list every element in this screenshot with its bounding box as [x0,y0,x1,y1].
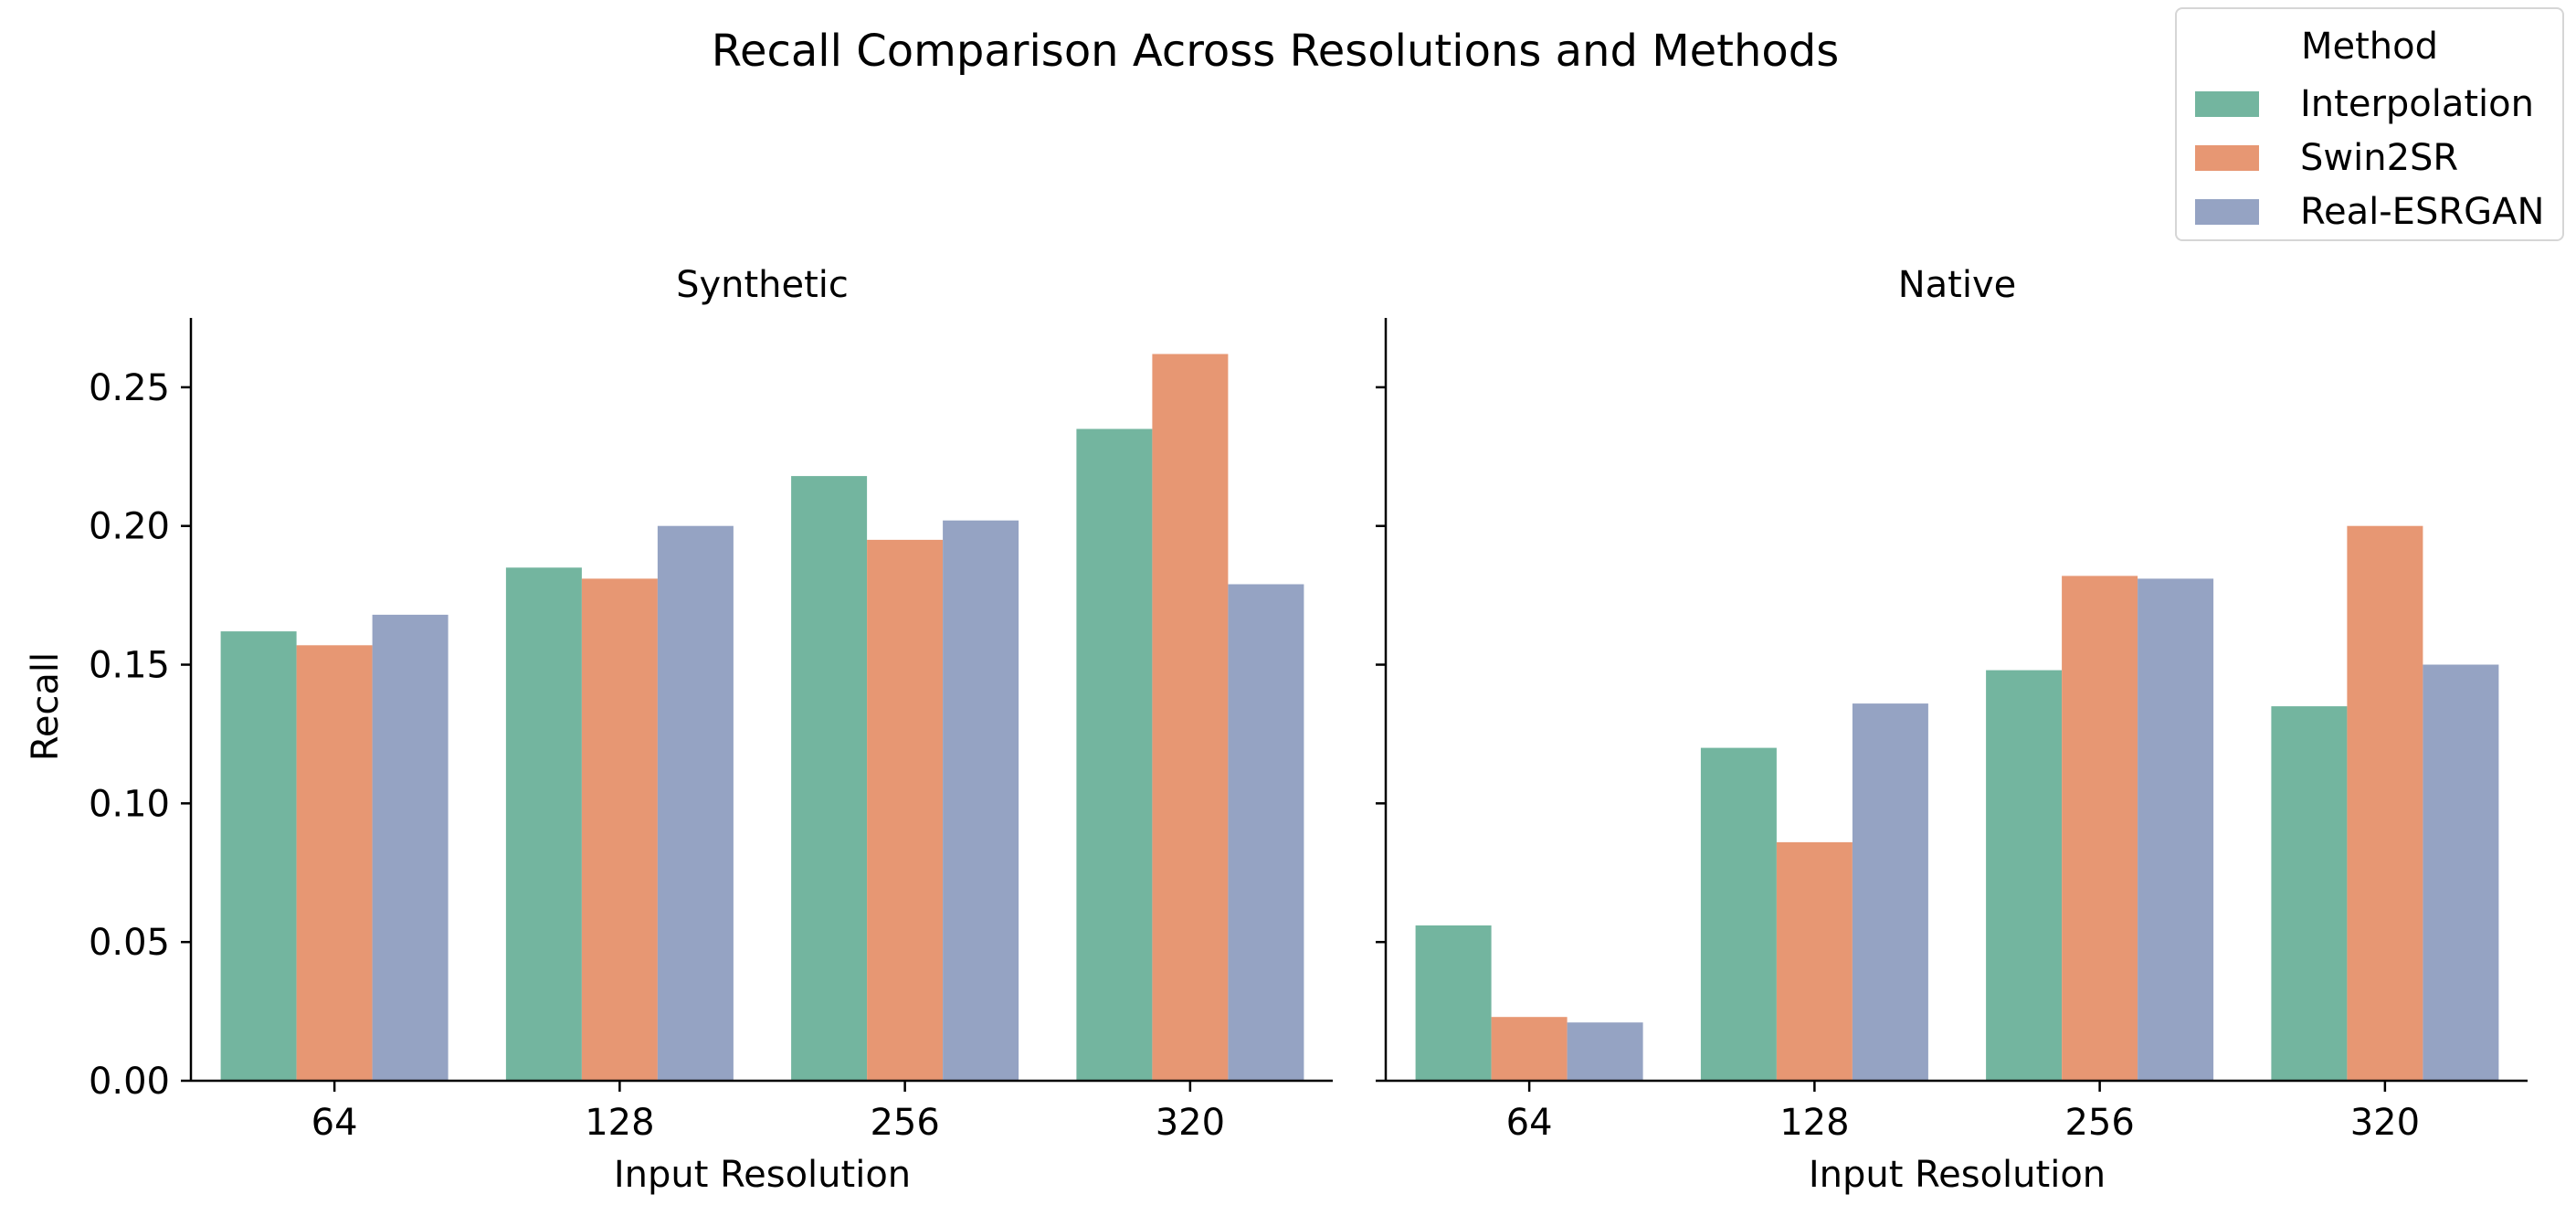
bar-real-esrgan-128 [657,525,734,1081]
legend-label: Swin2SR [2300,137,2459,179]
bar-real-esrgan-320 [2423,664,2499,1081]
legend-label: Real-ESRGAN [2300,191,2545,233]
bar-swin2sr-64 [296,645,373,1081]
bar-swin2sr-320 [1152,354,1229,1081]
legend-item-interpolation: Interpolation [2195,82,2560,126]
y-tick-label: 0.20 [89,506,170,548]
bar-interpolation-64 [1415,925,1492,1081]
bar-swin2sr-256 [867,539,944,1081]
legend-swatch [2195,91,2259,117]
legend-label: Interpolation [2300,83,2534,125]
y-tick-label: 0.25 [89,367,170,409]
x-tick-label: 320 [1156,1102,1225,1144]
x-tick-label: 128 [1779,1102,1849,1144]
panel-synthetic: 0.00 0.05 0.10 0.15 0.20 0.25 64 128 256 320 Synth… [25,264,1333,1196]
bar-real-esrgan-64 [1567,1022,1643,1081]
x-tick-label: 128 [585,1102,654,1144]
legend-item-swin2sr: Swin2SR [2195,136,2560,180]
chart-title: Recall Comparison Across Resolutions and… [712,26,1839,77]
bar-interpolation-128 [1700,747,1777,1081]
x-tick-label: 64 [1506,1102,1553,1144]
legend-swatch [2195,199,2259,225]
bar-interpolation-320 [1076,428,1153,1081]
x-tick-label: 320 [2350,1102,2420,1144]
bar-swin2sr-128 [581,578,658,1081]
bar-real-esrgan-256 [943,520,1019,1081]
legend: Method Interpolation Swin2SR Real-ESRGAN [2175,7,2564,241]
y-tick-label: 0.15 [89,645,170,687]
bar-real-esrgan-256 [2138,578,2214,1081]
bar-swin2sr-320 [2347,525,2423,1081]
bar-swin2sr-256 [2062,576,2138,1081]
x-axis-label: Input Resolution [614,1154,911,1196]
bar-swin2sr-64 [1491,1017,1568,1081]
bar-interpolation-64 [220,631,297,1081]
bar-interpolation-128 [505,567,582,1081]
y-tick-label: 0.00 [89,1061,170,1103]
x-tick-label: 256 [870,1102,939,1144]
panel-native: 64 128 256 320 Native Input Resolution [1376,264,2528,1196]
panel-title: Native [1898,264,2017,306]
bar-real-esrgan-64 [372,614,449,1081]
y-tick-label: 0.05 [89,922,170,964]
y-tick-label: 0.10 [89,783,170,825]
bar-real-esrgan-320 [1228,584,1304,1081]
bar-real-esrgan-128 [1852,703,1928,1081]
bar-interpolation-256 [1986,670,2063,1081]
x-tick-label: 64 [311,1102,358,1144]
legend-title: Method [2300,26,2439,68]
x-axis-label: Input Resolution [1809,1154,2106,1196]
panels: 0.00 0.05 0.10 0.15 0.20 0.25 64 128 256 320 Synth… [25,264,2528,1196]
y-axis-label: Recall [25,652,67,761]
panel-title: Synthetic [676,264,849,306]
legend-item-real-esrgan: Real-ESRGAN [2195,190,2560,234]
bar-interpolation-256 [791,476,868,1081]
bar-interpolation-320 [2271,706,2348,1081]
bar-swin2sr-128 [1776,841,1853,1081]
x-tick-label: 256 [2064,1102,2134,1144]
legend-swatch [2195,145,2259,171]
